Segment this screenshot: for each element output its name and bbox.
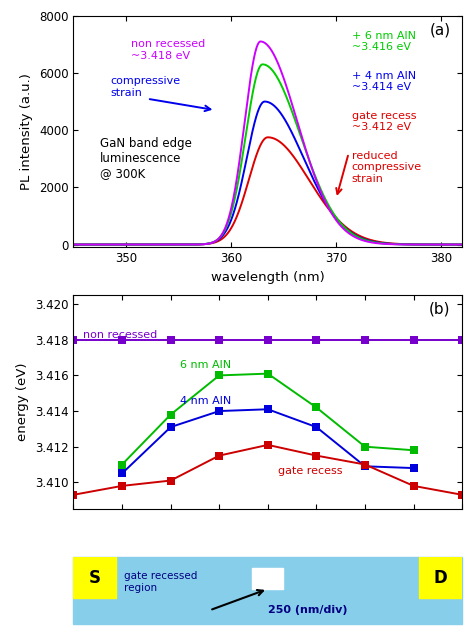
Text: GaN band edge
luminescence
@ 300K: GaN band edge luminescence @ 300K bbox=[100, 137, 191, 180]
Text: 4 nm AlN: 4 nm AlN bbox=[180, 396, 232, 406]
Text: S: S bbox=[89, 569, 101, 587]
Text: gate recess
~3.412 eV: gate recess ~3.412 eV bbox=[352, 111, 416, 132]
Text: D: D bbox=[434, 569, 447, 587]
X-axis label: wavelength (nm): wavelength (nm) bbox=[211, 271, 325, 284]
Bar bbox=[252, 568, 283, 589]
Text: reduced
compressive
strain: reduced compressive strain bbox=[352, 151, 422, 184]
Text: compressive
strain: compressive strain bbox=[110, 76, 181, 98]
Text: gate recess: gate recess bbox=[277, 466, 342, 476]
Text: (b): (b) bbox=[429, 302, 450, 317]
Bar bbox=[73, 557, 116, 598]
Text: gate recessed
region: gate recessed region bbox=[124, 571, 197, 593]
Bar bbox=[419, 557, 462, 598]
Text: + 4 nm AlN
~3.414 eV: + 4 nm AlN ~3.414 eV bbox=[352, 71, 416, 93]
Text: non recessed
~3.418 eV: non recessed ~3.418 eV bbox=[131, 39, 206, 61]
Y-axis label: PL intensity (a.u.): PL intensity (a.u.) bbox=[20, 73, 34, 190]
Y-axis label: energy (eV): energy (eV) bbox=[17, 363, 29, 442]
Text: non recessed: non recessed bbox=[83, 330, 157, 340]
Text: 6 nm AlN: 6 nm AlN bbox=[180, 360, 231, 370]
Text: (a): (a) bbox=[429, 23, 450, 38]
Text: 250 (nm/div): 250 (nm/div) bbox=[268, 605, 347, 616]
Text: + 6 nm AlN
~3.416 eV: + 6 nm AlN ~3.416 eV bbox=[352, 31, 416, 52]
